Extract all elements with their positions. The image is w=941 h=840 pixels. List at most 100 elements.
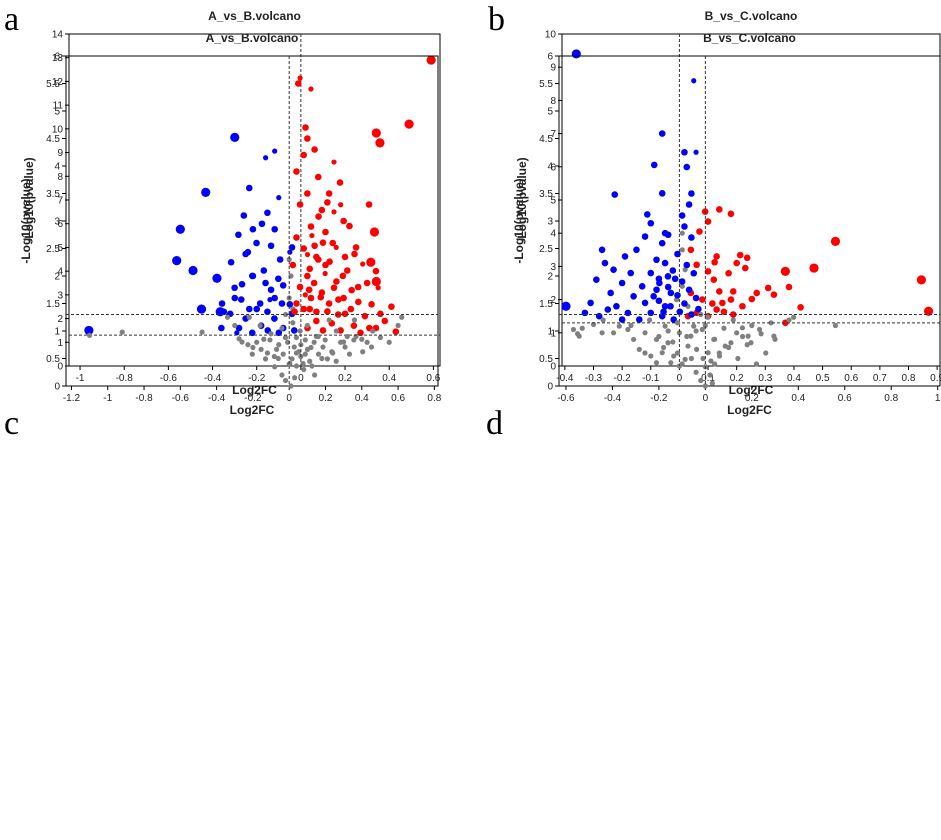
up-point <box>339 272 347 280</box>
down-point <box>658 130 666 137</box>
ns-point <box>679 361 685 367</box>
x-tick-label: 0.8 <box>884 393 898 404</box>
y-axis-label: -Log10(pvalue) <box>22 157 36 242</box>
down-point <box>678 212 686 219</box>
y-tick-label: 14 <box>52 30 64 41</box>
y-tick-label: 0 <box>547 382 553 393</box>
up-point <box>333 244 339 251</box>
up-point <box>300 305 308 313</box>
ns-point <box>249 351 255 357</box>
up-point <box>696 228 703 235</box>
ns-point <box>302 337 308 343</box>
y-tick-label: 0 <box>54 382 60 393</box>
ns-point <box>322 337 328 343</box>
x-tick-label: 0.6 <box>426 373 440 384</box>
ns-point <box>368 344 375 350</box>
ns-point <box>599 330 605 336</box>
up-point <box>306 265 314 273</box>
panel-letter-b: b <box>488 1 505 38</box>
up-point <box>797 304 804 311</box>
up-point <box>340 294 347 302</box>
x-tick-label: -0.6 <box>557 393 575 404</box>
x-axis-label: Log2FC <box>230 403 275 417</box>
ns-point <box>119 329 125 335</box>
up-point <box>306 305 314 313</box>
down-point <box>664 231 672 239</box>
ns-point <box>351 317 358 323</box>
up-point <box>348 286 355 294</box>
x-tick-label: -1 <box>103 393 112 404</box>
down-point <box>275 275 282 283</box>
ns-point <box>628 322 634 329</box>
ns-point <box>574 331 581 337</box>
down-point <box>613 302 620 310</box>
up-point <box>324 308 331 315</box>
y-tick-label: 3.5 <box>46 189 60 200</box>
up-point <box>337 327 344 334</box>
ns-point <box>326 317 332 323</box>
down-point <box>235 324 243 332</box>
x-tick-label: 0 <box>298 373 304 384</box>
y-tick-label: 9 <box>550 63 556 74</box>
y-tick-label: 7 <box>57 196 63 207</box>
ns-point <box>693 346 700 352</box>
ns-point <box>682 356 688 362</box>
up-point <box>341 253 349 261</box>
ns-point <box>276 342 282 348</box>
y-tick-label: 5 <box>54 107 60 118</box>
down-point <box>638 283 646 290</box>
ns-point <box>250 344 256 351</box>
down-point <box>618 316 626 323</box>
ns-point <box>745 333 751 339</box>
down-point <box>647 269 655 277</box>
down-point <box>571 49 581 59</box>
down-point <box>621 253 629 260</box>
ns-point <box>730 317 736 323</box>
y-tick-label: 6 <box>54 52 60 63</box>
down-point <box>671 275 679 283</box>
x-tick-label: 0.1 <box>701 373 715 384</box>
ns-point <box>684 333 690 340</box>
up-point <box>310 279 318 287</box>
up-point <box>296 283 304 291</box>
x-tick-label: -0.2 <box>248 373 266 384</box>
ns-point <box>700 355 706 362</box>
up-point <box>300 151 308 159</box>
y-tick-label: 10 <box>545 30 557 41</box>
up-point <box>719 299 726 307</box>
down-point <box>276 195 282 201</box>
up-point <box>729 288 737 295</box>
down-point <box>267 297 273 303</box>
ns-point <box>288 383 294 389</box>
down-point <box>692 294 700 302</box>
down-point <box>661 302 669 310</box>
x-tick-label: 0.9 <box>930 373 941 384</box>
ns-point <box>698 377 704 384</box>
up-point <box>354 283 362 291</box>
y-tick-label: 3 <box>57 290 63 301</box>
ns-point <box>660 344 667 351</box>
ns-point <box>312 372 318 378</box>
down-point <box>240 212 248 219</box>
down-point <box>693 149 699 155</box>
x-tick-label: 0.4 <box>791 393 805 404</box>
y-tick-label: 1.5 <box>46 299 60 310</box>
down-point <box>688 190 695 197</box>
up-point <box>315 213 322 220</box>
ns-point <box>665 340 671 346</box>
up-point <box>363 279 371 287</box>
x-tick-label: 0.6 <box>838 393 852 404</box>
up-point <box>715 206 723 213</box>
up-point <box>392 328 400 335</box>
y-tick-label: 3 <box>547 217 553 228</box>
ns-point <box>291 344 297 350</box>
down-point <box>664 273 672 280</box>
ns-point <box>342 344 348 350</box>
x-tick-label: -0.6 <box>160 373 178 384</box>
down-point <box>650 292 657 300</box>
ns-point <box>282 334 289 341</box>
panel-c: c A_vs_B.volcano00.511.522.533.544.555.5… <box>4 31 442 442</box>
ns-point <box>264 350 271 356</box>
up-point <box>350 322 358 329</box>
